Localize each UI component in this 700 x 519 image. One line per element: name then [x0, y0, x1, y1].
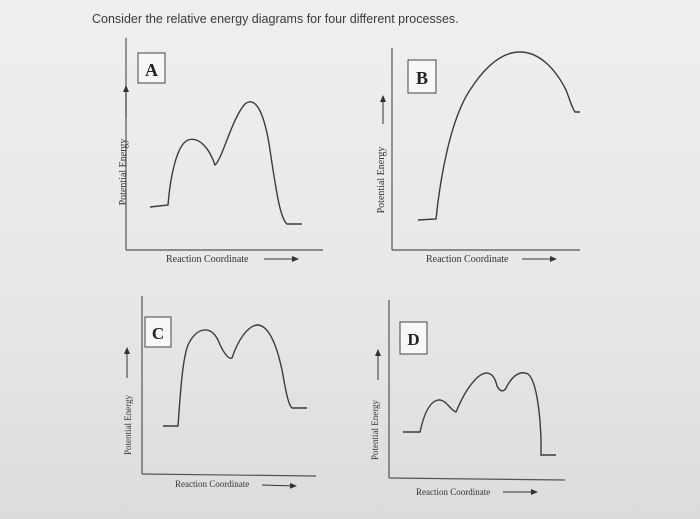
diagram-b-label: B [416, 68, 428, 88]
diagram-c-label-box [144, 316, 172, 348]
diagram-b: B Potential Energy Reaction Coordinate [376, 48, 580, 265]
diagram-c: C Potential Energy Reaction Coordinate [123, 296, 317, 489]
question-text: Consider the relative energy diagrams fo… [92, 12, 459, 26]
diagram-a-ylabel: Potential Energy [118, 139, 129, 206]
diagram-a-label-box [137, 52, 166, 84]
diagram-a: A Potential Energy Reaction Coordinate [118, 38, 323, 265]
diagram-b-xlabel: Reaction Coordinate [426, 254, 509, 265]
diagram-a-label: A [145, 60, 158, 80]
diagram-b-ylabel: Potential Energy [376, 147, 387, 214]
diagram-d: D Potential Energy Reaction Coordinate [370, 300, 566, 497]
diagram-c-label: C [152, 324, 164, 343]
diagram-c-energy-curve [163, 324, 307, 427]
diagram-a-xlabel: Reaction Coordinate [166, 254, 249, 265]
diagram-a-energy-curve [149, 101, 302, 225]
diagram-c-xlabel: Reaction Coordinate [175, 479, 249, 489]
diagram-c-x-axis [141, 473, 317, 477]
diagram-b-energy-curve [417, 51, 580, 221]
diagram-c-ylabel: Potential Energy [123, 394, 133, 455]
diagram-d-label-box [399, 321, 428, 355]
diagram-c-x-arrow [261, 482, 297, 489]
diagram-d-ylabel: Potential Energy [370, 399, 380, 460]
diagram-d-x-axis [388, 477, 566, 481]
diagram-d-xlabel: Reaction Coordinate [416, 487, 490, 497]
diagram-d-energy-curve [403, 372, 556, 456]
diagram-d-label: D [407, 330, 419, 349]
diagram-b-label-box [407, 59, 437, 94]
